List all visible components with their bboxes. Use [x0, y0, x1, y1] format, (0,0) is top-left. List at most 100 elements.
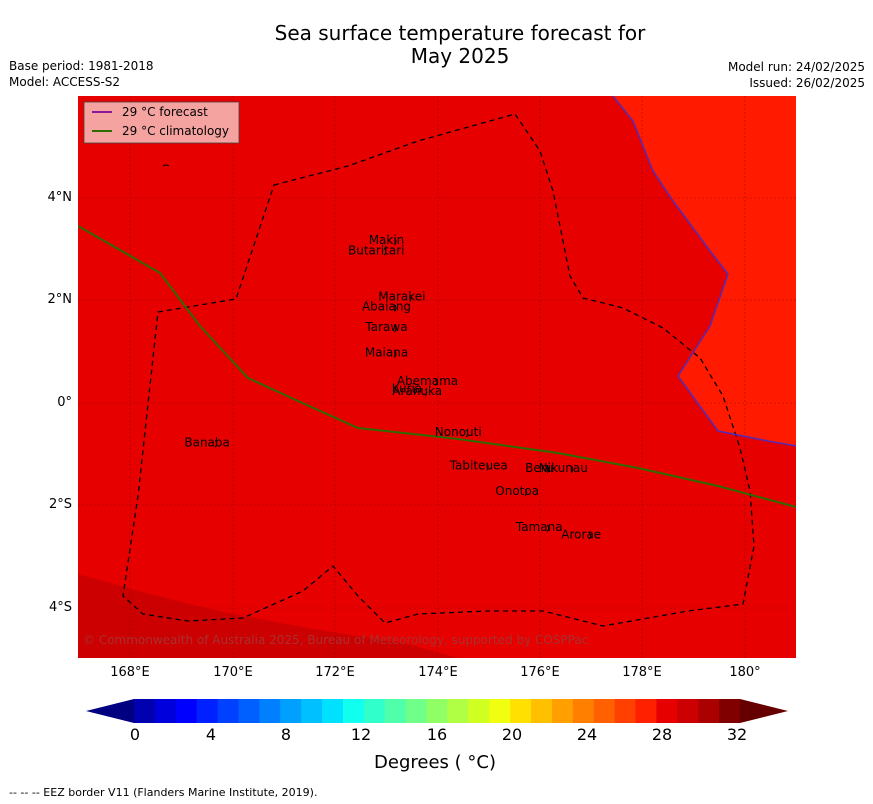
colorbar-segment: [154, 699, 177, 723]
colorbar-segment: [572, 699, 595, 723]
island-mark: [424, 388, 428, 397]
colorbar-segment: [196, 699, 219, 723]
colorbar-low-extend: [86, 699, 134, 723]
map-legend: 29 °C forecast 29 °C climatology: [83, 101, 240, 144]
model-name: Model: ACCESS-S2: [9, 75, 121, 89]
colorbar-segment: [405, 699, 428, 723]
colorbar-segment: [635, 699, 657, 723]
colorbar-tick-label: 20: [501, 725, 523, 744]
island-mark: [394, 350, 397, 359]
colorbar-segment: [384, 699, 407, 723]
colorbar-segment: [175, 699, 198, 723]
x-tick-label: 176°E: [520, 665, 560, 680]
chart-title-line2: May 2025: [410, 44, 510, 68]
island-mark: [570, 465, 574, 474]
colorbar-tick-label: 4: [205, 725, 217, 744]
island-label: Beru: [525, 461, 553, 475]
island-mark: [524, 488, 528, 497]
island-label: Tabiteuea: [449, 458, 508, 472]
island-label: Makin: [369, 233, 405, 247]
island-mark: [546, 465, 550, 474]
islet-mark: [162, 164, 170, 167]
island-label: Onotoa: [495, 484, 539, 498]
island-label: Abemama: [397, 374, 458, 388]
colorbar-segment: [426, 699, 448, 723]
colorbar-tick-label: 16: [426, 725, 448, 744]
colorbar-tick-label: 8: [280, 725, 292, 744]
y-tick-label: 4°N: [47, 190, 73, 205]
base-period: Base period: 1981-2018: [9, 59, 154, 73]
eez-footnote: -- -- -- EEZ border V11 (Flanders Marine…: [9, 786, 318, 799]
colorbar-segment: [510, 699, 532, 723]
colorbar-high-extend: [740, 699, 788, 723]
island-mark: [383, 247, 387, 256]
y-tick-label: 2°S: [48, 497, 72, 512]
x-tick-label: 180°: [729, 665, 761, 680]
island-label: Nikunau: [539, 461, 588, 475]
legend-climatology-label: 29 °C climatology: [122, 124, 229, 138]
x-tick-label: 168°E: [110, 665, 150, 680]
issued-date: Issued: 26/02/2025: [749, 76, 865, 90]
colorbar-segment: [468, 699, 490, 723]
island-label: Tamana: [515, 520, 563, 534]
x-tick-label: 172°E: [315, 665, 355, 680]
colorbar-segment: [698, 699, 720, 723]
island-mark: [214, 439, 218, 448]
island-label: Abaiang: [362, 300, 411, 314]
colorbar-segment: [531, 699, 553, 723]
island-mark: [486, 463, 489, 471]
island-mark: [394, 324, 397, 333]
island-label: Kuria: [392, 382, 423, 396]
colorbar-tick-label: 28: [651, 725, 673, 744]
island-label: Aranuka: [392, 384, 442, 398]
island-label: Butaritari: [348, 243, 405, 257]
colorbar-segment: [238, 699, 260, 723]
island-mark: [465, 429, 469, 438]
colorbar-segment: [301, 699, 323, 723]
colorbar-segment: [322, 699, 344, 723]
colorbar: [86, 699, 788, 723]
colorbar-tick-label: 0: [129, 725, 141, 744]
x-tick-label: 174°E: [418, 665, 458, 680]
island-mark: [414, 386, 417, 394]
y-tick-label: 2°N: [47, 292, 73, 307]
y-tick-label: 0°: [57, 395, 72, 410]
sst-warm-region: [613, 96, 796, 446]
colorbar-tick-label: 32: [726, 725, 748, 744]
colorbar-segment: [593, 699, 616, 723]
island-label: Maiana: [365, 346, 408, 360]
island-mark: [435, 378, 438, 387]
x-tick-label: 178°E: [622, 665, 662, 680]
island-mark: [394, 237, 397, 246]
colorbar-segment: [342, 699, 365, 723]
colorbar-segment: [134, 699, 156, 723]
forecast-29c-line: [612, 96, 796, 447]
colorbar-title: Degrees ( °C): [374, 752, 496, 773]
y-tick-label: 4°S: [48, 600, 72, 615]
island-mark: [546, 524, 550, 533]
model-run: Model run: 24/02/2025: [727, 60, 865, 74]
colorbar-segment: [280, 699, 302, 723]
colorbar-segment: [614, 699, 637, 723]
island-mark: [394, 304, 397, 312]
colorbar-segment: [656, 699, 678, 723]
colorbar-tick-label: 24: [576, 725, 598, 744]
climatology-29c-line: [78, 225, 796, 508]
colorbar-segment: [217, 699, 239, 723]
sst-cool-region: [78, 574, 458, 658]
copyright-text: © Commonwealth of Australia 2025, Bureau…: [83, 633, 588, 647]
eez-border: [122, 113, 755, 627]
colorbar-tick-label: 12: [350, 725, 372, 744]
colorbar-segment: [363, 699, 386, 723]
x-tick-label: 170°E: [213, 665, 253, 680]
colorbar-segment: [259, 699, 281, 723]
island-label: Marakei: [378, 289, 425, 303]
colorbar-segment: [489, 699, 511, 723]
island-mark: [588, 532, 592, 540]
chart-title-line1: Sea surface temperature forecast for: [274, 21, 646, 45]
map-gridlines: [78, 96, 796, 658]
island-label: Banaba: [184, 435, 230, 449]
island-label: Tarawa: [364, 320, 407, 334]
island-label: Nonouti: [435, 425, 482, 439]
